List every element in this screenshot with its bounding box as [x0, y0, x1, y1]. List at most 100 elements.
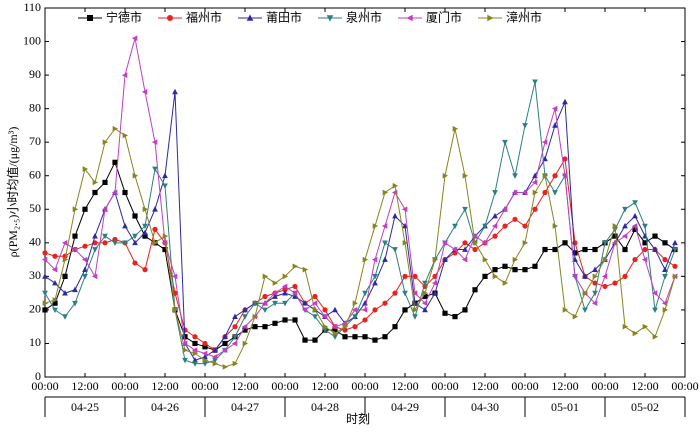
data-point: [542, 246, 548, 253]
data-point: [412, 300, 418, 306]
x-tick-label: 12:00: [631, 379, 658, 393]
data-point: [152, 239, 159, 246]
data-point: [652, 333, 659, 340]
data-point: [132, 239, 138, 246]
data-point: [211, 354, 218, 360]
data-point: [212, 360, 219, 367]
data-point: [321, 313, 328, 320]
y-tick-label: 50: [29, 201, 41, 215]
data-point: [452, 223, 458, 230]
data-point: [81, 256, 88, 263]
data-point: [622, 273, 628, 279]
data-point: [501, 206, 508, 213]
data-point: [601, 273, 608, 280]
data-point: [551, 105, 558, 112]
data-point: [281, 283, 288, 290]
data-point: [232, 324, 238, 330]
data-point: [52, 296, 59, 303]
data-point: [292, 317, 298, 323]
data-point: [91, 273, 98, 280]
data-point: [622, 323, 629, 330]
data-point: [342, 323, 349, 330]
data-point: [492, 233, 498, 239]
data-point: [122, 132, 129, 139]
data-point: [401, 206, 408, 213]
data-point: [52, 279, 58, 286]
data-point: [452, 125, 459, 132]
data-point: [652, 233, 658, 239]
data-point: [372, 274, 378, 280]
data-point: [442, 256, 448, 262]
group-label: 04-28: [311, 400, 339, 414]
data-point: [162, 233, 169, 239]
group-label: 05-02: [631, 400, 659, 414]
data-point: [562, 307, 569, 313]
data-point: [512, 173, 518, 179]
data-point: [411, 290, 418, 296]
data-point: [632, 212, 638, 219]
data-point: [392, 212, 398, 219]
data-point: [402, 273, 408, 279]
data-point: [362, 317, 368, 323]
data-point: [642, 232, 648, 239]
data-point: [492, 273, 499, 280]
data-point: [602, 283, 608, 290]
data-point: [242, 340, 249, 347]
data-point: [222, 364, 229, 370]
data-point: [102, 139, 109, 146]
data-point: [462, 307, 468, 313]
data-point: [482, 273, 488, 279]
x-tick-label: 12:00: [71, 379, 98, 393]
x-tick-label: 00:00: [271, 379, 298, 393]
group-label: 04-29: [391, 400, 419, 414]
x-tick-label: 00:00: [111, 379, 138, 393]
data-point: [432, 290, 438, 296]
data-point: [511, 189, 518, 196]
data-point: [311, 300, 318, 307]
data-point: [402, 222, 408, 229]
data-point: [381, 223, 388, 229]
data-point: [162, 183, 168, 189]
data-point: [422, 306, 428, 313]
data-point: [412, 314, 418, 320]
data-point: [531, 179, 538, 186]
data-point: [122, 222, 128, 229]
data-point: [632, 330, 639, 337]
data-point: [672, 273, 679, 280]
x-tick-label: 00:00: [511, 379, 538, 393]
x-tick-label: 12:00: [391, 379, 418, 393]
data-point: [662, 274, 668, 280]
data-point: [221, 347, 228, 354]
data-point: [42, 250, 48, 256]
data-point: [522, 239, 529, 246]
data-point: [602, 240, 608, 246]
data-point: [562, 98, 568, 105]
group-label: 04-27: [231, 400, 259, 414]
data-point: [72, 286, 78, 293]
data-point: [342, 334, 348, 340]
y-tick-label: 90: [29, 67, 41, 81]
data-point: [142, 267, 148, 273]
data-point: [191, 347, 198, 354]
data-point: [232, 360, 239, 367]
data-point: [181, 340, 188, 347]
data-point: [282, 273, 289, 280]
data-point: [332, 306, 338, 313]
data-point: [512, 216, 518, 222]
data-point: [192, 334, 198, 340]
data-point: [322, 323, 329, 330]
data-point: [512, 256, 519, 263]
data-point: [552, 223, 559, 229]
series-line: [44, 160, 676, 351]
data-point: [382, 300, 388, 306]
data-point: [362, 334, 368, 340]
data-point: [361, 307, 368, 313]
y-tick-label: 100: [23, 33, 41, 47]
data-point: [462, 172, 469, 179]
data-point: [182, 327, 188, 333]
data-point: [371, 256, 378, 263]
data-point: [441, 239, 448, 246]
data-point: [632, 200, 638, 206]
data-point: [592, 290, 598, 297]
data-point: [591, 300, 598, 307]
